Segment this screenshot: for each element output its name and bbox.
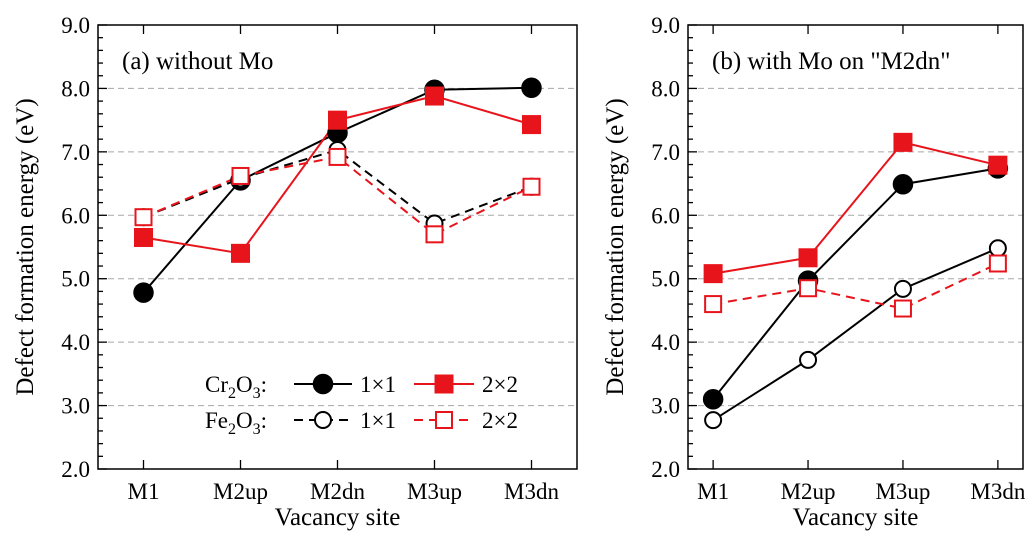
legend-marker [435,411,453,429]
series-line-0 [712,167,999,400]
x-tick-label: M3dn [970,479,1025,504]
data-point [799,350,818,369]
data-point [893,132,913,152]
x-axis-label: Vacancy site [275,504,401,531]
legend-entry-label: 1×1 [360,372,396,397]
legend-entry-label: 2×2 [482,408,518,433]
data-point [893,279,912,298]
y-axis-label: Defect formation energy (eV) [12,98,39,395]
y-tick-label: 3.0 [651,394,680,419]
y-tick-label: 2.0 [61,457,90,482]
legend-group-label: Fe2O3: [205,408,267,438]
plot-frame [97,24,578,470]
data-point [231,243,251,263]
data-point [988,155,1008,175]
chart-panel-b: 2.0 3.0 4.0 5.0 6.0 7.0 8.0 9.0 M1 M2up M3up M3dn (b… [602,13,1026,531]
data-point [798,248,818,268]
data-point [892,173,914,195]
y-axis-label: Defect formation energy (eV) [602,98,629,395]
x-tick-label: M3up [875,479,930,504]
y-tick-label: 5.0 [61,267,90,292]
data-point [133,282,154,303]
x-tick-label: M2dn [310,479,365,504]
data-point [703,264,723,284]
y-tick-label: 9.0 [651,13,680,38]
y-tick-label: 9.0 [61,13,90,38]
y-tick-label: 6.0 [651,203,680,228]
data-point [893,299,912,318]
y-tick-label: 8.0 [61,76,90,101]
legend-marker [314,411,332,429]
series-line-1 [712,141,999,275]
data-point [988,254,1007,273]
data-point [231,166,250,185]
plot-frame [687,24,1024,470]
data-point [799,279,818,298]
x-tick-label: M1 [128,479,160,504]
data-point [134,227,154,247]
chart-panel-a: 2.0 3.0 4.0 5.0 6.0 7.0 8.0 9.0 M1 M2up M2dn M3up M3… [12,13,578,531]
legend-marker [434,374,454,394]
legend-group-label: Cr2O3: [205,372,267,402]
y-tick-label: 6.0 [61,203,90,228]
series-line-2 [712,247,999,422]
x-tick-label: M2up [781,479,836,504]
data-point [521,77,542,99]
data-point [521,115,541,135]
panel-title: (a) without Mo [122,48,273,75]
y-tick-label: 5.0 [651,267,680,292]
data-point [424,86,444,106]
y-tick-label: 4.0 [61,330,90,355]
series-line-2 [143,148,532,225]
data-point [328,110,347,130]
x-tick-label: M3dn [504,479,559,504]
y-tick-label: 4.0 [651,330,680,355]
data-point [988,239,1007,258]
x-axis-label: Vacancy site [793,504,919,531]
data-point [328,147,347,166]
data-point [425,225,444,244]
data-point [702,388,724,410]
data-point [134,208,153,227]
data-point [522,177,541,196]
legend-marker [312,373,334,395]
y-tick-label: 3.0 [61,394,90,419]
y-tick-label: 7.0 [651,140,680,165]
legend: Cr2O3: 1×1 2×2 Fe2O3: 1×1 2×2 [205,372,518,438]
x-tick-label: M2up [213,479,268,504]
y-tick-label: 2.0 [651,457,680,482]
legend-entry-label: 2×2 [482,372,518,397]
series-line-3 [712,262,999,310]
data-point [704,411,723,430]
y-tick-label: 7.0 [61,140,90,165]
y-tick-label: 8.0 [651,76,680,101]
x-tick-label: M3up [407,479,462,504]
legend-entry-label: 1×1 [360,408,396,433]
panel-title: (b) with Mo on "M2dn" [712,48,950,75]
series-line-3 [143,155,532,236]
x-tick-label: M1 [697,479,729,504]
data-point [704,295,723,314]
